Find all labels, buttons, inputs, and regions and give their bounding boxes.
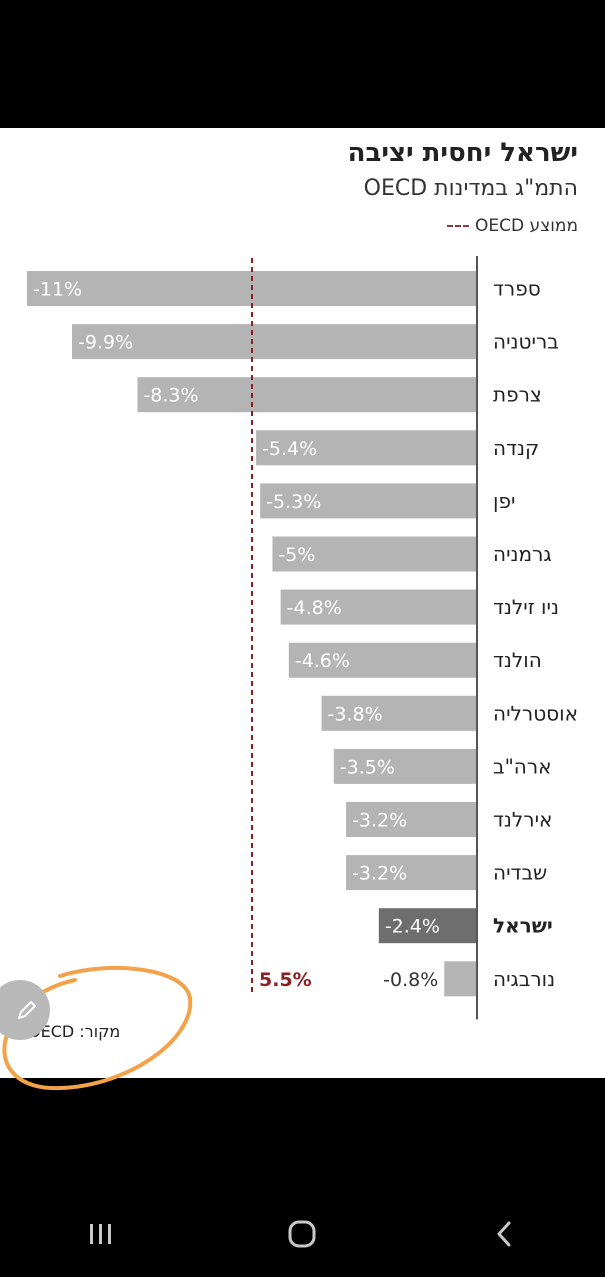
bar-value-label: -2.4% xyxy=(385,916,440,938)
bar-value-label: -0.8% xyxy=(383,969,438,991)
bar-value-label: -5% xyxy=(278,544,315,566)
bar-value-label: -8.3% xyxy=(143,385,198,407)
category-label: ספרד xyxy=(493,277,541,301)
pencil-icon xyxy=(18,1001,36,1019)
home-icon xyxy=(288,1220,316,1247)
legend-label: ממוצע OECD xyxy=(475,216,578,236)
category-label: ניו זילנד xyxy=(493,595,559,619)
bar-value-label: -4.6% xyxy=(295,650,350,672)
oecd-average-label: 5.5% xyxy=(259,969,312,991)
category-label: קנדה xyxy=(493,436,539,460)
bar xyxy=(256,430,477,466)
category-label: אוסטרליה xyxy=(493,701,578,725)
bar xyxy=(72,324,477,360)
category-label: בריטניה xyxy=(493,330,559,354)
bar xyxy=(272,536,477,572)
category-label: אירלנד xyxy=(493,808,552,832)
chart-subtitle: התמ"ג במדינות OECD xyxy=(363,176,578,201)
recent-apps-button[interactable] xyxy=(71,1204,131,1264)
recent-apps-icon xyxy=(89,1223,111,1244)
bar xyxy=(280,589,477,625)
chart-title: ישראל יחסית יציבה xyxy=(347,138,578,168)
category-label: צרפת xyxy=(493,383,542,407)
bar xyxy=(346,802,477,837)
bar xyxy=(333,748,477,784)
bar-value-label: -3.8% xyxy=(328,703,383,725)
chart-panel: -11% ספרד -9.9% בריטניה -8.3% צרפת -5.4% קנדה -5… xyxy=(0,128,605,1091)
system-nav-bar xyxy=(0,1190,605,1277)
category-label: הולנד xyxy=(493,648,542,672)
bar xyxy=(444,961,477,997)
home-button[interactable] xyxy=(272,1204,332,1264)
category-label: גרמניה xyxy=(493,542,552,566)
bar xyxy=(378,908,477,944)
bar-value-label: -5.4% xyxy=(262,438,317,460)
bar xyxy=(137,377,478,413)
legend-dashed-swatch xyxy=(447,225,470,227)
back-icon xyxy=(497,1221,511,1246)
edit-button[interactable] xyxy=(0,980,50,1040)
bar xyxy=(346,855,477,891)
category-label: ישראל xyxy=(493,914,553,938)
bar-value-label: -3.2% xyxy=(352,863,407,885)
legend: ממוצע OECD xyxy=(447,216,578,236)
bar-chart: -11% ספרד -9.9% בריטניה -8.3% צרפת -5.4% קנדה -5… xyxy=(27,256,578,1020)
category-label: שבדיה xyxy=(493,861,547,885)
bar xyxy=(321,695,477,731)
bar-value-label: -9.9% xyxy=(78,332,133,354)
bar xyxy=(288,642,477,678)
back-button[interactable] xyxy=(474,1204,534,1264)
bar-value-label: -4.8% xyxy=(287,597,342,619)
bar-value-label: -11% xyxy=(33,279,82,301)
bar-value-label: -3.5% xyxy=(340,756,395,778)
bar xyxy=(260,483,477,519)
category-label: נורבגיה xyxy=(493,967,555,991)
bar-value-label: -3.2% xyxy=(352,810,407,832)
category-label: ארה"ב xyxy=(493,754,552,778)
category-label: יפן xyxy=(493,489,515,513)
bar-value-label: -5.3% xyxy=(266,491,321,513)
